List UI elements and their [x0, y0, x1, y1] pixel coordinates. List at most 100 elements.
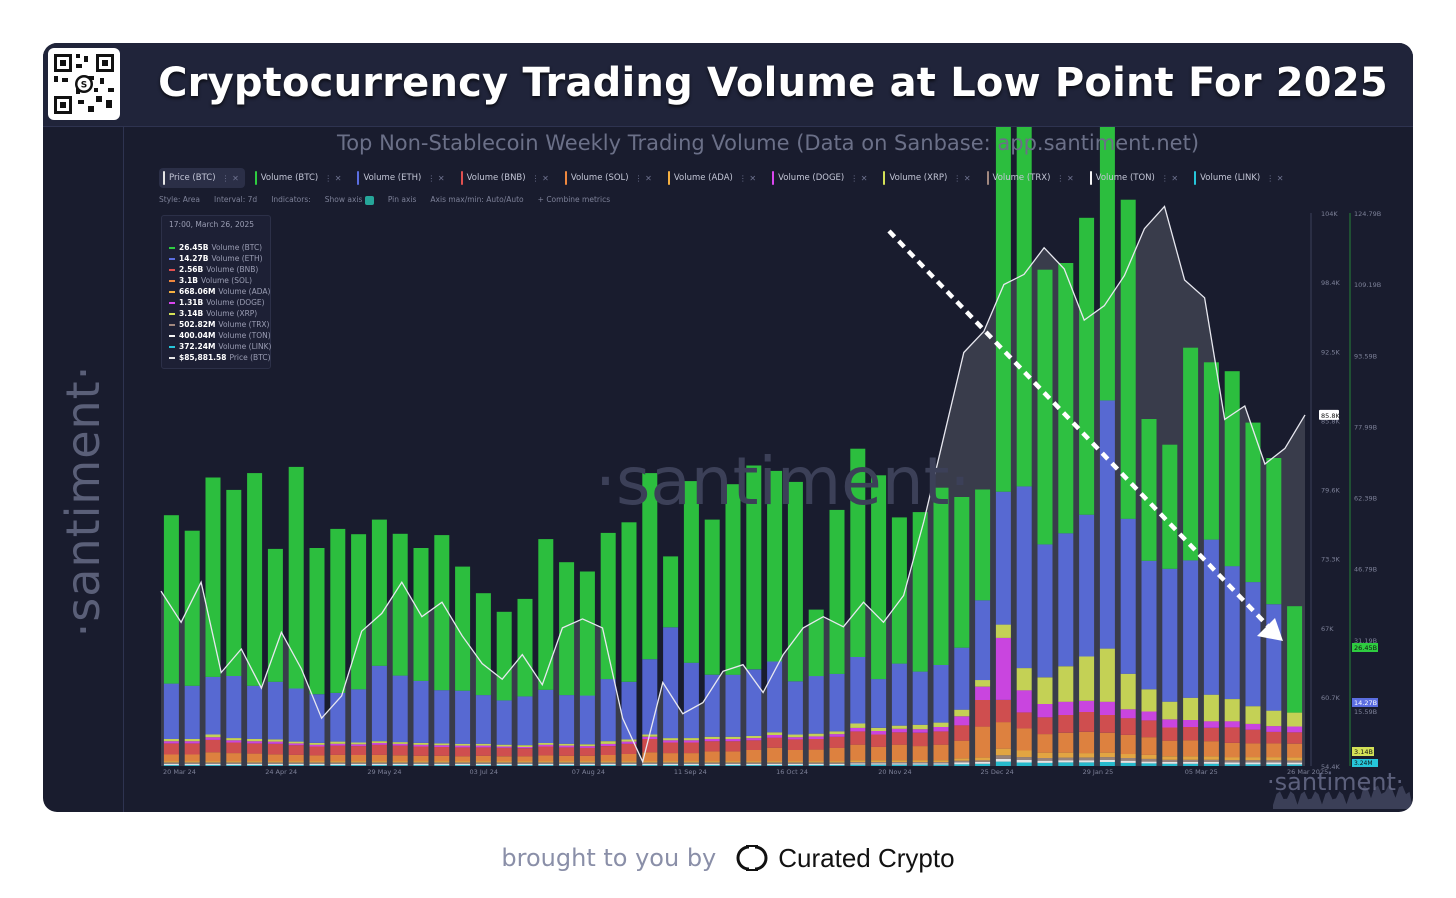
close-icon[interactable]: ⋮ ✕ [324, 173, 342, 183]
metric-tabs: Price (BTC) ⋮ ✕ Volume (BTC) ⋮ ✕ Volume (ETH… [159, 168, 1290, 190]
bar-volume-bnb [1016, 712, 1032, 729]
bar-volume-btc [309, 548, 325, 695]
metric-tab-label: Volume (DOGE) [778, 173, 845, 183]
bar-volume-xrp [351, 742, 367, 745]
bar-volume-ada [975, 757, 991, 761]
close-icon[interactable]: ⋮ ✕ [953, 173, 971, 183]
close-icon[interactable]: ⋮ ✕ [850, 173, 868, 183]
bar-volume-ton [746, 763, 762, 766]
bar-volume-ton [247, 763, 263, 766]
bar-volume-doge [1079, 700, 1095, 712]
bar-volume-xrp [247, 739, 263, 742]
metric-tab-volume-ada[interactable]: Volume (ADA) ⋮ ✕ [664, 168, 762, 188]
close-icon[interactable]: ⋮ ✕ [531, 173, 549, 183]
bar-volume-link [288, 765, 304, 766]
bar-volume-eth [1058, 533, 1074, 667]
metric-tab-volume-btc[interactable]: Volume (BTC) ⋮ ✕ [251, 168, 348, 188]
bar-volume-ton [663, 763, 679, 766]
bar-volume-bnb [496, 747, 512, 757]
metric-tab-volume-link[interactable]: Volume (LINK) ⋮ ✕ [1190, 168, 1289, 188]
style-select[interactable]: Style: Area [159, 195, 201, 205]
bar-volume-bnb [1079, 711, 1095, 732]
legend-swatch [169, 356, 175, 359]
close-icon[interactable]: ⋮ ✕ [221, 173, 239, 183]
close-icon[interactable]: ⋮ ✕ [427, 173, 445, 183]
bar-volume-xrp [1162, 701, 1178, 720]
bar-volume-ada [330, 761, 346, 763]
close-icon[interactable]: ⋮ ✕ [1160, 173, 1179, 183]
bar-volume-btc [392, 533, 408, 676]
x-tick-label: 29 May 24 [367, 768, 401, 776]
bar-volume-ada [704, 761, 720, 763]
bar-volume-doge [683, 740, 699, 743]
indicators-select[interactable]: Indicators: [271, 195, 311, 205]
metric-tab-volume-trx[interactable]: Volume (TRX) ⋮ ✕ [983, 168, 1080, 188]
checkbox-checked-icon[interactable] [364, 195, 374, 205]
volume-tick-label: 15.59B [1354, 708, 1377, 716]
bar-volume-ada [1141, 754, 1157, 759]
bar-volume-bnb [767, 737, 783, 748]
bar-volume-eth [1141, 560, 1157, 690]
bar-volume-link [1016, 762, 1032, 766]
bar-volume-ada [392, 761, 408, 763]
volume-tick-label: 93.59B [1354, 352, 1377, 360]
bar-volume-eth [1079, 514, 1095, 657]
bar-volume-xrp [621, 739, 637, 742]
bar-volume-xrp [725, 736, 741, 739]
legend-name: Volume (BNB) [206, 265, 259, 274]
pin-axis-toggle[interactable]: Pin axis [387, 195, 417, 205]
bar-volume-ton [559, 763, 575, 766]
link-volume-badge-label: 3.24M [1354, 760, 1373, 767]
metric-tab-volume-doge[interactable]: Volume (DOGE) ⋮ ✕ [768, 168, 873, 188]
bar-volume-sol [559, 755, 575, 762]
bar-volume-ton [205, 763, 221, 766]
bar-volume-btc [330, 528, 346, 693]
metric-tab-volume-eth[interactable]: Volume (ETH) ⋮ ✕ [353, 168, 450, 188]
bar-volume-sol [767, 747, 783, 762]
metric-tab-volume-bnb[interactable]: Volume (BNB) ⋮ ✕ [457, 168, 555, 188]
bar-volume-doge [850, 727, 866, 732]
bar-volume-bnb [704, 741, 720, 752]
bar-volume-trx [247, 762, 263, 764]
bar-volume-xrp [1224, 699, 1240, 722]
interval-select[interactable]: Interval: 7d [214, 195, 258, 205]
bar-volume-xrp [371, 741, 387, 743]
bar-volume-doge [392, 743, 408, 746]
close-icon[interactable]: ⋮ ✕ [738, 173, 757, 183]
bar-volume-ada [621, 761, 637, 763]
bar-volume-sol [309, 755, 325, 762]
bar-volume-ton [787, 763, 803, 766]
axis-mode-select[interactable]: Axis max/min: Auto/Auto [430, 195, 524, 205]
legend-value: $85,881.58 [179, 353, 227, 362]
bar-volume-xrp [1058, 666, 1074, 702]
close-icon[interactable]: ⋮ ✕ [1266, 173, 1284, 183]
bar-volume-doge [1141, 711, 1157, 721]
show-axis-toggle[interactable]: Show axis [325, 195, 374, 205]
bar-volume-trx [351, 762, 367, 764]
bar-volume-trx [413, 762, 429, 764]
metric-tab-volume-sol[interactable]: Volume (SOL) ⋮ ✕ [561, 168, 658, 188]
legend-value: 502.82M [179, 320, 216, 329]
bar-volume-sol [995, 722, 1011, 749]
close-icon[interactable]: ⋮ ✕ [1056, 173, 1074, 183]
metric-tab-price-btc[interactable]: Price (BTC) ⋮ ✕ [159, 168, 245, 188]
metric-tab-volume-xrp[interactable]: Volume (XRP) ⋮ ✕ [879, 168, 976, 188]
bar-volume-sol [954, 740, 970, 759]
close-icon[interactable]: ⋮ ✕ [634, 173, 652, 183]
bar-volume-ada [850, 760, 866, 762]
bar-volume-ton [226, 763, 242, 766]
bar-volume-xrp [995, 624, 1011, 638]
metric-tab-volume-ton[interactable]: Volume (TON) ⋮ ✕ [1086, 168, 1184, 188]
bar-volume-trx [517, 762, 533, 764]
bar-volume-link [808, 765, 824, 766]
bar-volume-bnb [247, 743, 263, 754]
bar-volume-trx [1266, 760, 1282, 763]
legend-value: 3.14B [179, 309, 204, 318]
legend-swatch [169, 334, 175, 337]
bar-volume-bnb [1203, 727, 1219, 742]
combine-metrics-button[interactable]: + Combine metrics [537, 195, 611, 205]
bar-volume-ton [1079, 760, 1095, 763]
bar-volume-eth [683, 662, 699, 738]
bar-volume-xrp [871, 727, 887, 731]
bar-volume-xrp [267, 739, 283, 742]
